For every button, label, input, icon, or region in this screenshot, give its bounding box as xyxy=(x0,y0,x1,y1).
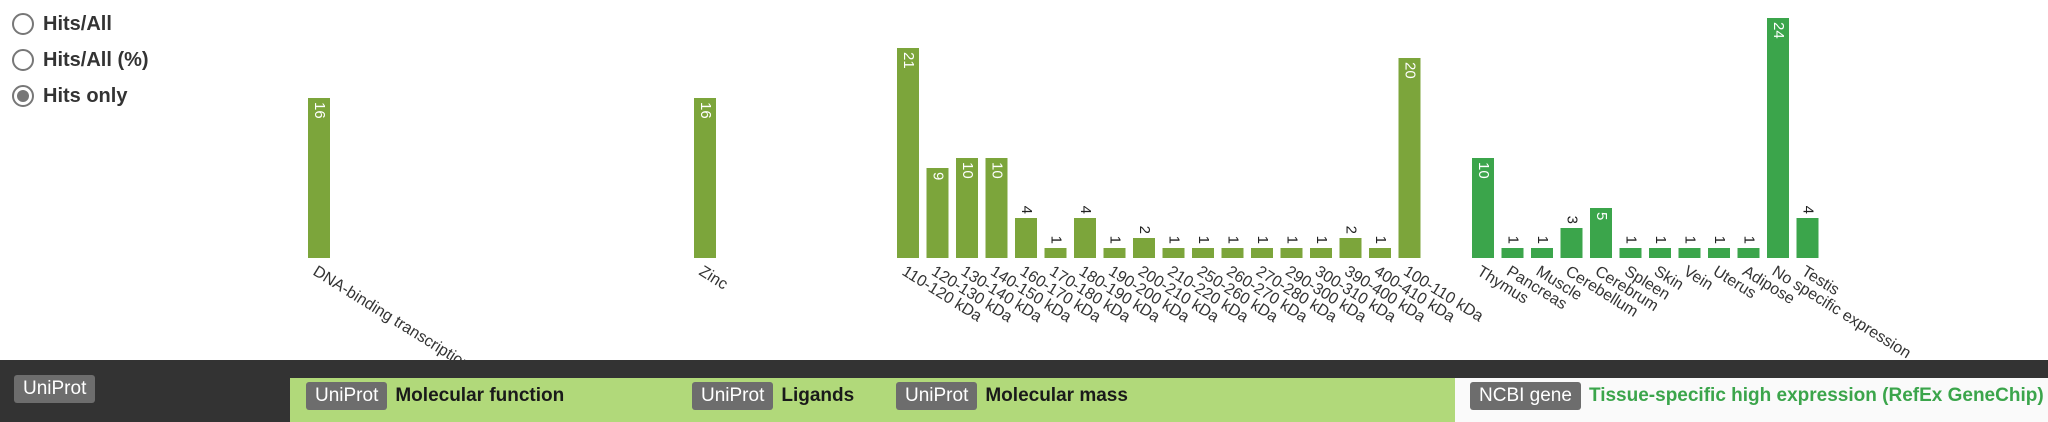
bar-value-label: 1 xyxy=(1623,236,1640,244)
tag-molecular-mass[interactable]: UniProt Molecular mass xyxy=(896,382,1128,410)
bar[interactable] xyxy=(1678,248,1701,258)
bar[interactable] xyxy=(1708,248,1730,258)
tag-tissue-expression-label: Tissue-specific high expression (RefEx G… xyxy=(1588,385,2044,406)
radio-hits-all[interactable] xyxy=(12,13,34,35)
bar[interactable] xyxy=(926,168,949,258)
bar-value-label: 1 xyxy=(1166,236,1183,244)
option-hits-all-percent-label: Hits/All (%) xyxy=(43,48,149,71)
bar[interactable] xyxy=(1310,248,1332,258)
bar-value-label: 24 xyxy=(1770,22,1787,39)
bar[interactable] xyxy=(1398,58,1421,258)
bar-value-label: 1 xyxy=(1284,236,1301,244)
category-tick-label: Vein xyxy=(1680,263,1715,294)
bar-value-label: 4 xyxy=(1018,206,1035,214)
bar[interactable] xyxy=(1737,248,1760,258)
tag-tissue-expression-badge: NCBI gene xyxy=(1470,382,1581,410)
bar-value-label: 4 xyxy=(1800,206,1817,214)
bar-value-label: 9 xyxy=(930,172,947,180)
tag-molecular-function[interactable]: UniProt Molecular function xyxy=(306,382,564,410)
bar-value-label: 3 xyxy=(1564,216,1581,224)
tag-tissue-expression[interactable]: NCBI gene Tissue-specific high expressio… xyxy=(1470,382,2044,410)
bar[interactable] xyxy=(1339,238,1362,258)
bar[interactable] xyxy=(956,158,978,258)
tag-ligands-label: Ligands xyxy=(781,385,855,406)
bar[interactable] xyxy=(1221,248,1244,258)
option-hits-all-label: Hits/All xyxy=(43,12,112,35)
bar-value-label: 10 xyxy=(989,162,1006,179)
bar-value-label: 21 xyxy=(900,52,917,69)
bar[interactable] xyxy=(1531,248,1553,258)
option-hits-all-percent[interactable]: Hits/All (%) xyxy=(12,42,149,78)
uniprot-header-tag: UniProt xyxy=(14,375,96,403)
category-tick-label: DNA-binding transcription factor xyxy=(310,263,512,360)
tag-molecular-function-badge: UniProt xyxy=(306,382,388,410)
view-mode-options: Hits/All Hits/All (%) Hits only xyxy=(12,6,149,114)
bar[interactable] xyxy=(1649,248,1671,258)
bar-value-label: 4 xyxy=(1077,206,1094,214)
bar-value-label: 10 xyxy=(1475,162,1492,179)
bar[interactable] xyxy=(1369,248,1391,258)
radio-hits-all-percent[interactable] xyxy=(12,49,34,71)
bar[interactable] xyxy=(1619,248,1642,258)
bar[interactable] xyxy=(1162,248,1185,258)
category-tick-label: Zinc xyxy=(696,263,731,293)
radio-hits-only[interactable] xyxy=(12,85,34,107)
bar-value-label: 1 xyxy=(1048,236,1065,244)
bar[interactable] xyxy=(1501,248,1524,258)
bar[interactable] xyxy=(1015,218,1037,258)
bar[interactable] xyxy=(694,98,716,258)
bar[interactable] xyxy=(308,98,330,258)
bar[interactable] xyxy=(1251,248,1273,258)
bar[interactable] xyxy=(1044,248,1067,258)
bar[interactable] xyxy=(1074,218,1096,258)
bar-value-label: 16 xyxy=(697,102,714,119)
bar-value-label: 2 xyxy=(1343,226,1360,234)
tag-molecular-mass-label: Molecular mass xyxy=(985,385,1128,406)
bar-value-label: 1 xyxy=(1711,236,1728,244)
bar-value-label: 1 xyxy=(1505,236,1522,244)
bar-value-label: 1 xyxy=(1534,236,1551,244)
bar-value-label: 1 xyxy=(1254,236,1271,244)
tag-ligands-badge: UniProt xyxy=(692,382,774,410)
uniprot-header-badge[interactable]: UniProt xyxy=(14,375,96,403)
tag-ligands[interactable]: UniProt Ligands xyxy=(692,382,854,410)
bar-value-label: 1 xyxy=(1652,236,1669,244)
bar[interactable] xyxy=(897,48,919,258)
bar-value-label: 20 xyxy=(1402,62,1419,79)
bar-chart: 16 DNA-binding transcription factor 16 Zinc… xyxy=(308,18,1914,360)
bar[interactable] xyxy=(1133,238,1155,258)
bar-value-label: 10 xyxy=(959,162,976,179)
option-hits-only[interactable]: Hits only xyxy=(12,78,149,114)
bar[interactable] xyxy=(1560,228,1583,258)
tag-molecular-mass-badge: UniProt xyxy=(896,382,978,410)
bar[interactable] xyxy=(985,158,1008,258)
bar[interactable] xyxy=(1796,218,1819,258)
category-tick-label: No specific expression xyxy=(1769,263,1914,360)
bar[interactable] xyxy=(1103,248,1126,258)
bar[interactable] xyxy=(1280,248,1303,258)
bar-value-label: 1 xyxy=(1372,236,1389,244)
bar-value-label: 1 xyxy=(1195,236,1212,244)
option-hits-all[interactable]: Hits/All xyxy=(12,6,149,42)
bar-value-label: 5 xyxy=(1593,212,1610,220)
option-hits-only-label: Hits only xyxy=(43,84,128,107)
bar-value-label: 16 xyxy=(311,102,328,119)
bar-value-label: 1 xyxy=(1682,236,1699,244)
bar-value-label: 2 xyxy=(1136,226,1153,234)
radio-selected-dot xyxy=(17,90,29,102)
bar[interactable] xyxy=(1472,158,1494,258)
bar-value-label: 1 xyxy=(1225,236,1242,244)
bar-value-label: 1 xyxy=(1107,236,1124,244)
bar[interactable] xyxy=(1192,248,1214,258)
bar[interactable] xyxy=(1590,208,1612,258)
bar[interactable] xyxy=(1767,18,1789,258)
bar-value-label: 1 xyxy=(1741,236,1758,244)
tag-molecular-function-label: Molecular function xyxy=(395,385,565,406)
bar-value-label: 1 xyxy=(1313,236,1330,244)
